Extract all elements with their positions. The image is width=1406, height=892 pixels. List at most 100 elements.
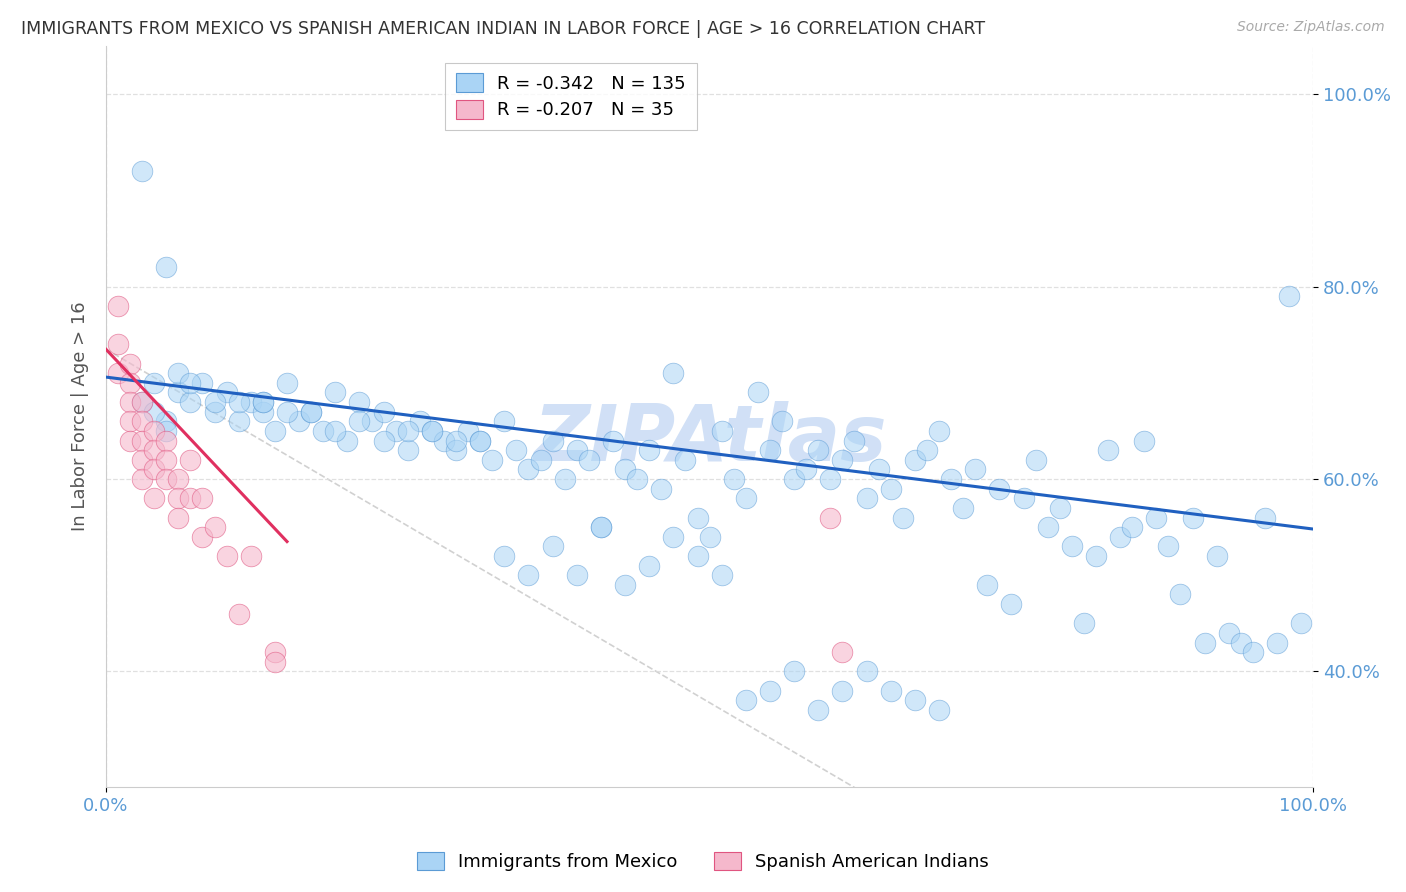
Point (855, 665, 877, 679)
Point (433, 434, 456, 448)
Point (457, 424, 479, 438)
Point (131, 472, 153, 486)
Point (444, 434, 467, 448)
Point (831, 452, 853, 467)
Point (1289, 616, 1312, 631)
Point (662, 366, 685, 380)
Point (228, 607, 250, 621)
Point (179, 491, 201, 506)
Point (360, 414, 382, 428)
Point (215, 549, 238, 563)
Point (1194, 635, 1216, 649)
Point (420, 424, 443, 438)
Point (131, 434, 153, 448)
Point (1109, 530, 1132, 544)
Point (276, 376, 298, 390)
Point (541, 540, 564, 554)
Point (167, 366, 190, 380)
Point (204, 395, 226, 409)
Point (323, 385, 346, 400)
Point (470, 434, 492, 448)
Point (396, 424, 419, 438)
Point (675, 452, 697, 467)
Point (349, 414, 371, 428)
Point (179, 395, 201, 409)
Point (650, 482, 672, 496)
Point (1036, 520, 1059, 534)
Point (939, 472, 962, 486)
Point (770, 414, 793, 428)
Point (239, 549, 262, 563)
Point (638, 443, 661, 458)
Point (1060, 540, 1083, 554)
Point (965, 462, 987, 476)
Point (807, 443, 830, 458)
Point (589, 520, 612, 534)
Point (529, 452, 551, 467)
Point (541, 434, 564, 448)
Point (215, 385, 238, 400)
Point (662, 530, 685, 544)
Point (783, 472, 806, 486)
Point (276, 405, 298, 419)
Point (118, 395, 141, 409)
Point (143, 462, 166, 476)
Point (1254, 510, 1277, 524)
Point (191, 530, 214, 544)
Point (1144, 510, 1167, 524)
Point (904, 452, 927, 467)
Point (1097, 443, 1119, 458)
Point (614, 462, 637, 476)
Point (904, 693, 927, 707)
Point (118, 434, 141, 448)
Point (107, 366, 129, 380)
Point (167, 491, 190, 506)
Point (118, 376, 141, 390)
Point (794, 462, 817, 476)
Point (879, 683, 901, 698)
Point (747, 385, 769, 400)
Point (1181, 510, 1204, 524)
Point (879, 482, 901, 496)
Point (396, 443, 419, 458)
Point (602, 434, 624, 448)
Point (155, 452, 177, 467)
Point (1230, 635, 1253, 649)
Point (143, 405, 166, 419)
Point (312, 424, 335, 438)
Point (131, 452, 153, 467)
Point (239, 395, 262, 409)
Point (1025, 452, 1047, 467)
Point (384, 424, 406, 438)
Point (143, 443, 166, 458)
Point (1157, 540, 1180, 554)
Point (252, 395, 274, 409)
Point (807, 703, 830, 717)
Point (373, 405, 395, 419)
Point (131, 395, 153, 409)
Point (589, 520, 612, 534)
Point (191, 376, 214, 390)
Point (349, 395, 371, 409)
Point (1205, 549, 1227, 563)
Point (1073, 616, 1095, 631)
Point (517, 568, 540, 582)
Point (264, 655, 287, 669)
Point (988, 482, 1011, 496)
Point (1241, 645, 1264, 659)
Point (783, 665, 806, 679)
Point (494, 414, 516, 428)
Point (1012, 491, 1035, 506)
Point (868, 462, 890, 476)
Point (107, 299, 129, 313)
Point (1000, 597, 1022, 611)
Point (578, 452, 600, 467)
Y-axis label: In Labor Force | Age > 16: In Labor Force | Age > 16 (72, 301, 89, 532)
Point (710, 568, 733, 582)
Point (444, 443, 467, 458)
Point (228, 414, 250, 428)
Point (1084, 549, 1107, 563)
Point (264, 645, 287, 659)
Point (952, 500, 974, 515)
Point (179, 452, 201, 467)
